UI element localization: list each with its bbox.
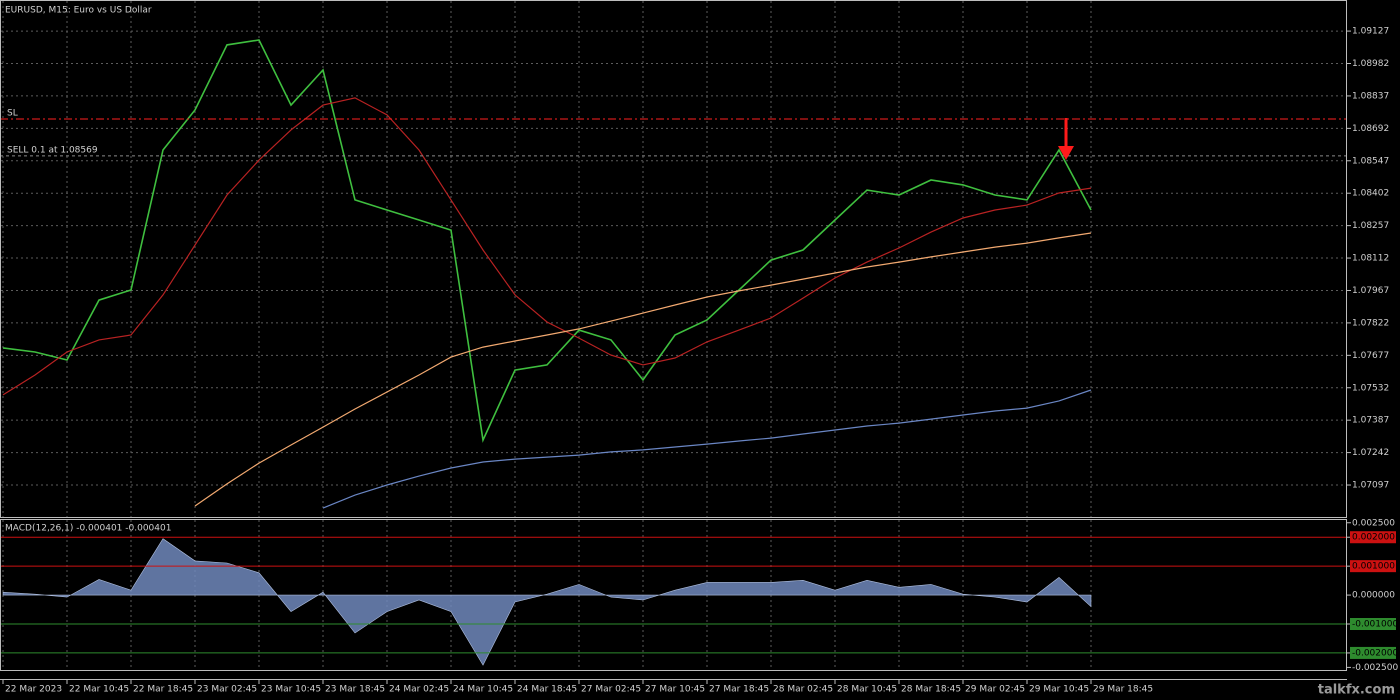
y-tick-label: 1.08837 xyxy=(1352,91,1389,101)
x-tick-label: 24 Mar 10:45 xyxy=(453,685,513,695)
y-tick-label: 1.08112 xyxy=(1352,254,1389,264)
y-tick-label: 1.08547 xyxy=(1352,156,1389,166)
x-tick-label: 28 Mar 02:45 xyxy=(773,685,833,695)
order-label: SELL 0.1 at 1.08569 xyxy=(7,145,98,155)
x-tick-label: 24 Mar 18:45 xyxy=(517,685,577,695)
sell-arrow xyxy=(1058,118,1074,160)
x-tick-label: 23 Mar 02:45 xyxy=(197,685,257,695)
x-tick-label: 22 Mar 18:45 xyxy=(133,685,193,695)
series-line xyxy=(2,39,1092,443)
level-label-box xyxy=(1350,646,1396,659)
y-tick-label: -0.001000 xyxy=(1352,620,1398,630)
x-tick-label: 28 Mar 10:45 xyxy=(837,685,897,695)
y-tick-label: 1.08982 xyxy=(1352,59,1389,69)
x-tick-label: 28 Mar 18:45 xyxy=(901,685,961,695)
y-tick-label: 0.002000 xyxy=(1352,533,1395,543)
x-tick-label: 29 Mar 18:45 xyxy=(1093,685,1153,695)
y-tick-label: -0.002000 xyxy=(1352,648,1398,658)
x-tick-label: 27 Mar 18:45 xyxy=(709,685,769,695)
y-tick-label: 0.002500 xyxy=(1352,518,1395,528)
watermark: talkfx.com xyxy=(1318,683,1395,698)
series-line xyxy=(194,232,1092,507)
macd-histogram xyxy=(2,538,1092,666)
x-tick-label: 27 Mar 02:45 xyxy=(581,685,641,695)
y-tick-label: 1.07822 xyxy=(1352,318,1389,328)
level-label-box xyxy=(1350,560,1396,573)
macd-title: MACD(12,26,1) -0.000401 -0.000401 xyxy=(5,524,171,534)
x-tick-label: 29 Mar 10:45 xyxy=(1029,685,1089,695)
x-tick-label: 24 Mar 02:45 xyxy=(389,685,449,695)
price-frame xyxy=(0,0,1347,518)
y-tick-label: 1.08257 xyxy=(1352,221,1389,231)
x-tick-label: 22 Mar 10:45 xyxy=(69,685,129,695)
y-tick-label: -0.002500 xyxy=(1352,663,1398,673)
y-tick-label: 0.001000 xyxy=(1352,562,1395,572)
series-line xyxy=(2,97,1092,396)
y-tick-label: 1.07967 xyxy=(1352,286,1389,296)
macd-frame xyxy=(0,519,1347,671)
y-tick-label: 1.08402 xyxy=(1352,189,1389,199)
y-tick-label: 1.07242 xyxy=(1352,448,1389,458)
y-tick-label: 1.08692 xyxy=(1352,124,1389,134)
level-label-box xyxy=(1350,618,1396,631)
y-tick-label: 1.07677 xyxy=(1352,351,1389,361)
arrow-head xyxy=(1058,146,1074,160)
y-tick-label: 1.09127 xyxy=(1352,27,1389,37)
y-tick-label: 1.07387 xyxy=(1352,416,1389,426)
y-tick-label: 1.07532 xyxy=(1352,383,1389,393)
series-line xyxy=(322,389,1092,509)
y-tick-label: 1.07097 xyxy=(1352,481,1389,491)
x-tick-label: 29 Mar 02:45 xyxy=(965,685,1025,695)
x-tick-label: 23 Mar 18:45 xyxy=(325,685,385,695)
x-tick-label: 23 Mar 10:45 xyxy=(261,685,321,695)
level-label-box xyxy=(1350,531,1396,544)
x-tick-label: 22 Mar 2023 xyxy=(5,685,62,695)
x-tick-label: 27 Mar 10:45 xyxy=(645,685,705,695)
y-tick-label: 0.000000 xyxy=(1352,591,1395,601)
order-label: SL xyxy=(7,108,18,118)
chart-title: EURUSD, M15: Euro vs US Dollar xyxy=(5,6,152,16)
